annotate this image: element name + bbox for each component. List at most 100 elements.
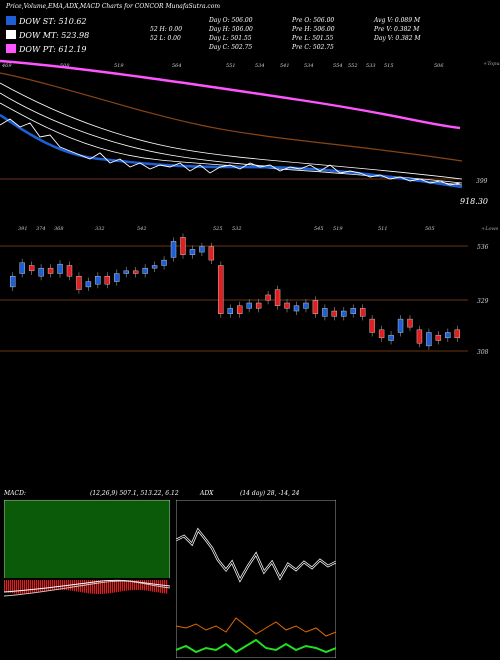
candle-body (114, 273, 120, 282)
candle-body (388, 334, 394, 341)
candle-body (369, 318, 375, 333)
candle-body (237, 305, 243, 314)
stat-prev-volume: Pre V: 0.382 M (374, 26, 420, 33)
candle-body (142, 267, 148, 274)
candle-body (28, 265, 35, 272)
legend-item-dow-pt: DOW PT: 612.19 (6, 44, 89, 54)
candle-top-label: 391 (18, 226, 28, 232)
candle-body (426, 332, 432, 347)
level-label-bottom: 308 (477, 349, 489, 356)
macd-histogram-bar (98, 580, 100, 594)
stat-prev-high: Pre H: 506.00 (292, 26, 335, 33)
candles-group (10, 233, 460, 350)
candle-panel: +Lows 391 374 368 332 542 525 532 545 51… (0, 226, 499, 356)
stat-prev-open: Pre O: 506.00 (292, 17, 335, 24)
macd-histogram-bar (44, 580, 46, 592)
macd-histogram-bar (150, 580, 152, 592)
ema-panel: +Topu 469 508 519 564 551 534 541 534 55… (0, 59, 500, 206)
candle-body (104, 276, 111, 285)
candle-body (180, 237, 186, 255)
macd-histogram-bar (124, 580, 126, 591)
candle-top-label: 525 (213, 226, 223, 232)
macd-histogram-bar (122, 580, 124, 592)
macd-histogram-bar (128, 580, 130, 591)
macd-histogram-bar (114, 580, 116, 593)
adx-plus-di-line (176, 638, 336, 654)
candle-body (293, 305, 300, 312)
legend: DOW ST: 510.62 DOW MT: 523.98 DOW PT: 61… (6, 16, 89, 54)
macd-histogram-bar (28, 580, 30, 594)
macd-histogram-bar (48, 580, 50, 591)
macd-histogram-bar (22, 580, 24, 594)
candle-body (284, 302, 290, 309)
candle-top-label: 511 (378, 226, 388, 232)
macd-histogram-bar (146, 580, 148, 591)
level-label-top: 536 (477, 244, 489, 251)
adx-minus-di-line (176, 617, 336, 637)
candle-top-label: 519 (333, 226, 343, 232)
candle-top-label: 505 (425, 226, 435, 232)
candle-body (47, 267, 54, 274)
macd-label: MACD: (4, 490, 26, 497)
stat-52-high: 52 H: 0.00 (150, 26, 183, 33)
macd-histogram-bar (82, 580, 84, 593)
macd-histogram-bar (6, 580, 8, 593)
legend-item-dow-st: DOW ST: 510.62 (6, 16, 89, 26)
candle-body (132, 270, 139, 274)
support-level-label: 399 (476, 178, 488, 185)
macd-histogram-bar (24, 580, 26, 594)
ema-brown-line (0, 72, 463, 162)
candle-body (66, 265, 73, 277)
ema-top-label: 534 (255, 63, 265, 69)
macd-histogram-bar (152, 580, 154, 592)
candle-body (255, 302, 262, 309)
candle-body (350, 308, 356, 314)
candle-body (341, 310, 347, 317)
ema-top-label: 551 (226, 63, 236, 69)
macd-histogram-bar (76, 580, 78, 592)
legend-swatch-st (6, 16, 16, 25)
candle-body (416, 329, 423, 344)
adx-line-inner (176, 529, 336, 582)
macd-histogram-bar (72, 580, 74, 591)
candle-body (95, 276, 101, 285)
macd-histogram-bar (64, 580, 66, 591)
macd-histogram-bar (140, 580, 142, 591)
candle-body (19, 262, 25, 274)
candle-top-label: 332 (95, 226, 105, 232)
macd-histogram-bar (60, 580, 62, 591)
candle-body (378, 329, 385, 339)
candle-top-label: 368 (54, 226, 64, 232)
macd-histogram-bar (74, 580, 76, 592)
macd-histogram-bar (20, 580, 22, 594)
macd-histogram-bar (138, 580, 140, 591)
macd-histogram-bar (58, 580, 60, 591)
adx-panel (176, 500, 336, 658)
ema-pt-line (0, 59, 461, 130)
ema-mt-line-2 (0, 92, 463, 184)
macd-histogram-bar (164, 580, 166, 594)
ema-top-label: 469 (1, 63, 12, 69)
candle-body (38, 267, 44, 277)
macd-histogram-bar (42, 580, 44, 592)
ema-top-label: 515 (384, 63, 394, 69)
macd-histogram-bar (148, 580, 150, 591)
macd-histogram-bar (40, 580, 42, 593)
ema-top-label: 541 (280, 63, 290, 69)
candle-body (312, 300, 319, 314)
macd-histogram-bar (46, 580, 48, 592)
candle-body (170, 241, 177, 258)
macd-histogram-bar (54, 580, 56, 591)
candle-body (189, 249, 196, 255)
ema-panel-right-label: +Topu (483, 61, 500, 67)
candle-body (435, 334, 442, 341)
macd-histogram-bar (90, 580, 92, 594)
macd-histogram-bar (130, 580, 132, 591)
macd-histogram-bar (134, 580, 136, 591)
macd-histogram-bar (144, 580, 146, 591)
candle-body (123, 270, 129, 274)
ema-top-label: 533 (366, 63, 376, 69)
ema-top-label: 519 (114, 63, 124, 69)
ema-top-label: 534 (304, 63, 314, 69)
macd-histogram-bar (108, 580, 110, 594)
